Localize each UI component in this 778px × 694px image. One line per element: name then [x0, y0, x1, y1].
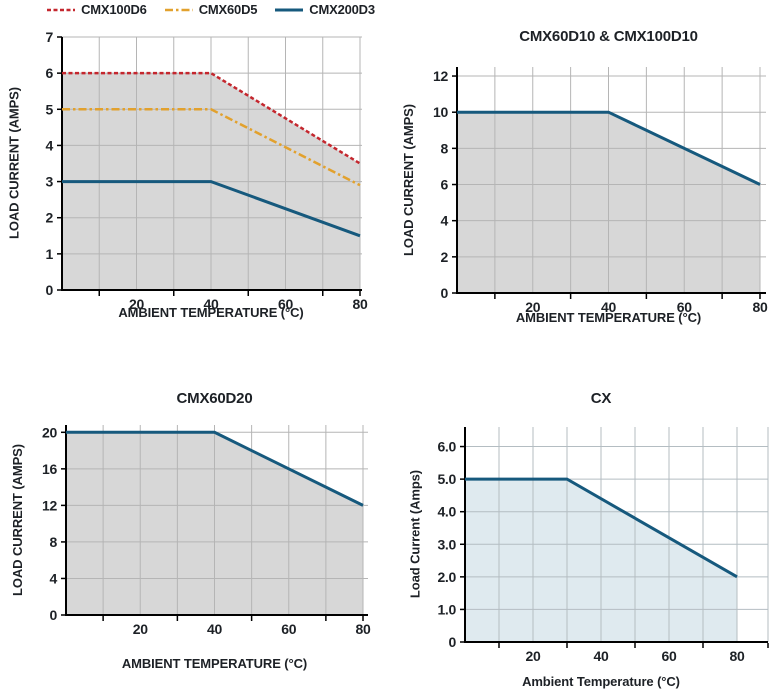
y-tick-label: 0	[449, 634, 457, 650]
x-tick-label: 60	[278, 296, 293, 312]
chart-canvas-3: 0 4 8 12 16 20 20 40 60 80	[42, 424, 371, 637]
x-tick-label: 20	[525, 299, 540, 315]
series-line-cmx200d3	[62, 180, 361, 238]
y-tick-label: 8	[441, 140, 449, 156]
y-axis-label: LOAD CURRENT (AMPS)	[6, 87, 22, 239]
x-axis-label: AMBIENT TEMPERATURE (°C)	[118, 305, 304, 320]
y-tick-label: 4	[50, 570, 58, 586]
chart-title: CX	[590, 390, 612, 407]
y-tick-label: 1	[46, 246, 54, 262]
y-tick-label: 5	[46, 101, 54, 117]
y-tick-label: 6	[441, 177, 449, 193]
x-tick-label: 40	[594, 648, 609, 664]
series-line-cmx60d5	[62, 108, 361, 187]
legend-item: CMX100D6	[47, 2, 147, 17]
chart-canvas-4: 0 1.0 2.0 3.0 4.0 5.0 6.0 20 40 60 80	[437, 427, 769, 664]
chart-canvas-2: 0 2 4 6 8 10 12 20 40 60 80	[433, 67, 768, 315]
series-line-cmx60d20	[66, 430, 364, 507]
y-tick-label: 8	[50, 534, 58, 550]
y-tick-label: 1.0	[437, 601, 456, 617]
y-tick-label: 4.0	[437, 504, 456, 520]
chart-cmx60d10-cmx100d10: 0 2 4 6 8 10 12 20 40 60 80 CMX60D10 & CMX100D10 L…	[389, 0, 778, 347]
x-axis-label: Ambient Temperature (°C)	[522, 674, 680, 689]
y-tick-label: 2.0	[437, 569, 456, 585]
x-tick-label: 60	[677, 299, 692, 315]
y-tick-label: 3.0	[437, 536, 456, 552]
x-tick-label: 40	[204, 296, 219, 312]
legend-label: CMX100D6	[81, 2, 147, 17]
y-tick-label: 10	[433, 104, 448, 120]
x-tick-label: 60	[281, 621, 296, 637]
y-tick-label: 12	[433, 68, 448, 84]
x-tick-label: 40	[601, 299, 616, 315]
y-tick-label: 6.0	[437, 439, 456, 455]
y-tick-label: 7	[46, 29, 54, 45]
y-axis-label: Load Current (Amps)	[407, 469, 423, 599]
x-tick-label: 80	[353, 296, 368, 312]
y-tick-label: 4	[441, 213, 449, 229]
legend: CMX100D6 CMX60D5 CMX200D3	[47, 2, 375, 17]
y-axis-label: LOAD CURRENT (AMPS)	[10, 444, 25, 596]
chart-cmx60d20: 0 4 8 12 16 20 20 40 60 80 CMX60D20 LOAD CURRENT …	[0, 347, 389, 694]
y-tick-label: 6	[46, 65, 54, 81]
chart-canvas-1: 0 1 2 3 4 5 6 7 20 40 60 80	[46, 29, 369, 312]
y-tick-label: 2	[441, 249, 449, 265]
x-axis-label: AMBIENT TEMPERATURE (°C)	[515, 310, 702, 325]
chart-title: CMX60D20	[176, 390, 253, 407]
x-tick-label: 80	[730, 648, 745, 664]
y-axis-label: LOAD CURRENT (AMPS)	[401, 104, 416, 256]
y-tick-label: 12	[42, 497, 57, 513]
series-line-cx	[465, 477, 738, 579]
chart-cx: 0 1.0 2.0 3.0 4.0 5.0 6.0 20 40 60 80 CX Load Curr…	[389, 347, 778, 694]
x-tick-label: 60	[662, 648, 677, 664]
y-tick-label: 2	[46, 210, 54, 226]
legend-line-sample	[47, 8, 76, 11]
x-tick-label: 80	[356, 621, 371, 637]
x-tick-label: 20	[133, 621, 148, 637]
y-tick-label: 0	[46, 282, 54, 298]
series-line-cmx60d10-cmx100d10	[457, 110, 761, 186]
legend-item: CMX60D5	[164, 2, 258, 17]
legend-label: CMX200D3	[309, 2, 375, 17]
y-tick-label: 4	[46, 137, 54, 153]
x-tick-label: 40	[207, 621, 222, 637]
x-tick-label: 80	[753, 299, 768, 315]
y-tick-label: 16	[42, 461, 57, 477]
legend-line-sample	[275, 8, 304, 11]
y-tick-label: 5.0	[437, 471, 456, 487]
chart-cmx100d6-cmx60d5-cmx200d3: 0 1 2 3 4 5 6 7 20 40 60 80 CMX100D6 CMX60D5 CMX200D3…	[0, 0, 389, 347]
y-tick-label: 3	[46, 174, 54, 190]
chart-title: CMX60D10 & CMX100D10	[519, 28, 698, 45]
legend-line-sample	[164, 8, 193, 11]
x-tick-label: 20	[526, 648, 541, 664]
x-tick-label: 20	[129, 296, 144, 312]
legend-label: CMX60D5	[198, 2, 258, 17]
legend-item: CMX200D3	[275, 2, 375, 17]
y-tick-label: 0	[50, 607, 58, 623]
y-tick-label: 20	[42, 424, 57, 440]
y-tick-label: 0	[441, 285, 449, 301]
x-axis-label: AMBIENT TEMPERATURE (°C)	[121, 656, 308, 671]
